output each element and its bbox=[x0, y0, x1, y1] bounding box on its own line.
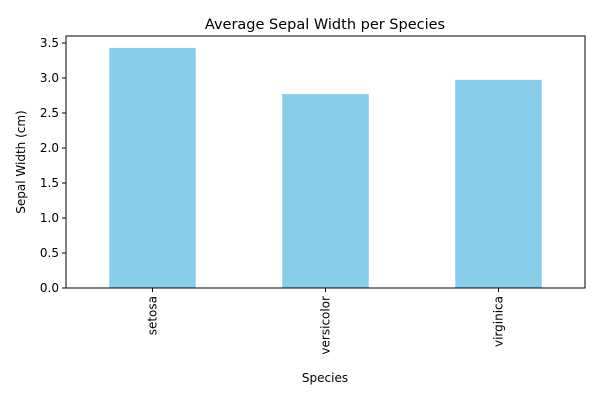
y-tick-label-2: 1.0 bbox=[40, 211, 59, 225]
bar-setosa bbox=[109, 48, 196, 288]
chart-title: Average Sepal Width per Species bbox=[205, 17, 445, 33]
x-tick-label-versicolor: versicolor bbox=[319, 296, 333, 355]
x-tick-label-setosa: setosa bbox=[146, 296, 160, 335]
y-tick-label-5: 2.5 bbox=[40, 106, 59, 120]
bar-virginica bbox=[455, 79, 542, 288]
y-axis-label: Sepal Width (cm) bbox=[14, 110, 28, 213]
bar-versicolor bbox=[282, 94, 369, 288]
x-tick-label-virginica: virginica bbox=[492, 296, 506, 347]
bars-group bbox=[109, 48, 542, 288]
y-tick-label-4: 2.0 bbox=[40, 141, 59, 155]
y-axis: 0.0 0.5 1.0 1.5 2.0 2.5 3.0 3.5 bbox=[40, 36, 66, 295]
y-tick-label-0: 0.0 bbox=[40, 281, 59, 295]
plot-frame bbox=[65, 35, 586, 289]
x-axis-label: Species bbox=[302, 371, 348, 385]
y-tick-label-7: 3.5 bbox=[40, 36, 59, 50]
x-axis: setosa versicolor virginica bbox=[146, 288, 506, 355]
y-tick-label-3: 1.5 bbox=[40, 176, 59, 190]
y-tick-label-6: 3.0 bbox=[40, 71, 59, 85]
y-tick-label-1: 0.5 bbox=[40, 246, 59, 260]
